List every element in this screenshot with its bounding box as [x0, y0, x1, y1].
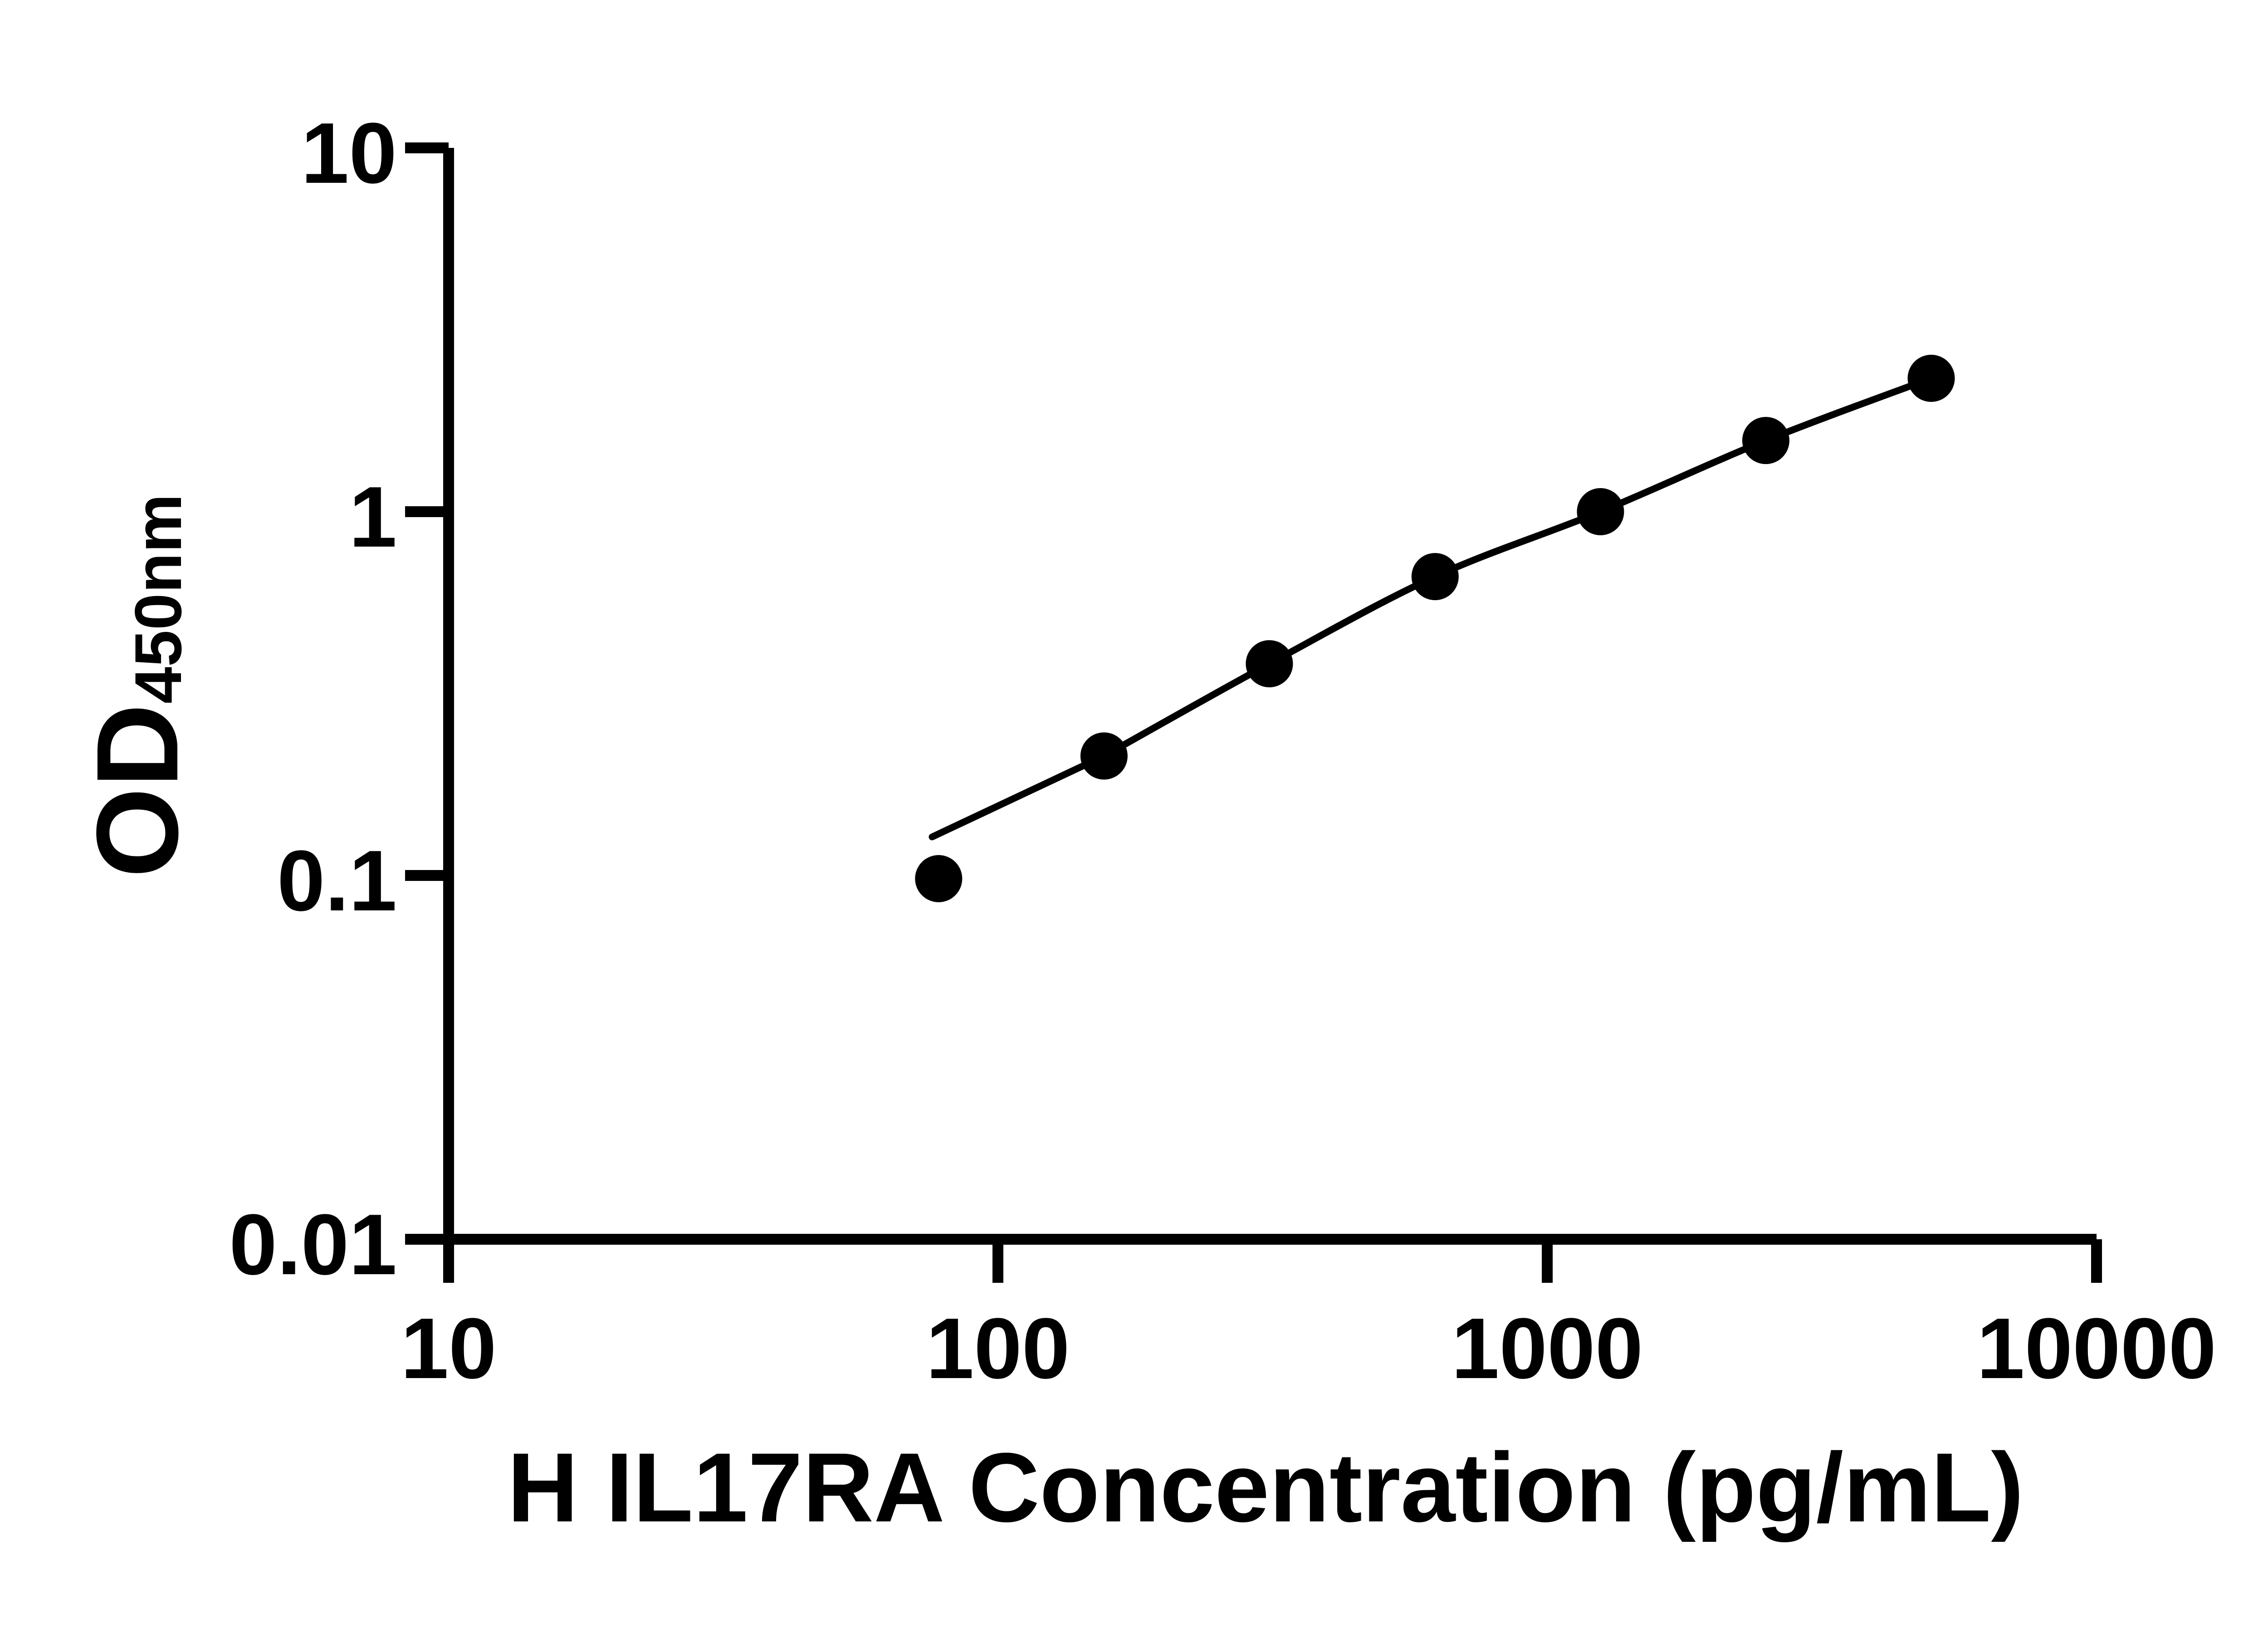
svg-text:H IL17RA Concentration (pg/mL): H IL17RA Concentration (pg/mL): [507, 1433, 2024, 1542]
svg-text:100: 100: [926, 1301, 1070, 1397]
svg-text:0.1: 0.1: [277, 833, 397, 929]
svg-text:10000: 10000: [1977, 1301, 2216, 1397]
svg-text:10: 10: [401, 1301, 496, 1397]
svg-text:10: 10: [301, 105, 397, 201]
svg-text:1: 1: [349, 469, 397, 565]
svg-text:0.01: 0.01: [229, 1197, 397, 1293]
svg-text:1000: 1000: [1452, 1301, 1643, 1397]
